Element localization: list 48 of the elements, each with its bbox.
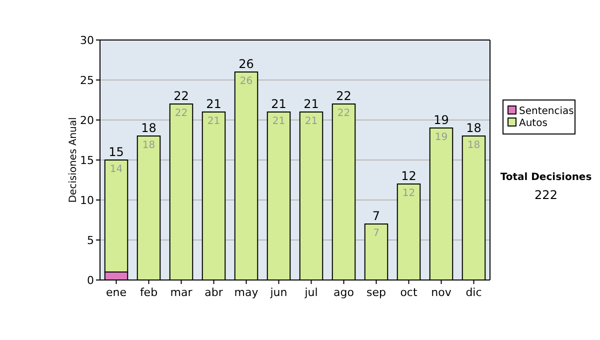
data-label: 19: [434, 132, 448, 143]
data-label: 22: [174, 108, 188, 119]
total-label: 21: [206, 97, 222, 111]
y-tick-label: 5: [87, 234, 94, 247]
y-axis-title: Decisiones Anual: [68, 117, 79, 203]
y-tick-label: 25: [80, 74, 94, 87]
x-tick-label: may: [234, 286, 259, 299]
x-tick-label: jul: [304, 286, 318, 299]
y-tick-label: 15: [80, 154, 94, 167]
y-tick-label: 20: [80, 114, 94, 127]
x-tick-label: mar: [170, 286, 193, 299]
total-label: 21: [271, 97, 286, 111]
x-tick-label: feb: [140, 286, 158, 299]
data-label: 21: [207, 116, 220, 127]
data-label: 21: [272, 116, 286, 127]
data-label: 7: [373, 228, 380, 239]
total-label: 19: [434, 113, 449, 127]
data-label: 14: [110, 164, 123, 175]
x-tick-label: nov: [431, 286, 452, 299]
total-label: 15: [108, 145, 124, 159]
legend-label: Autos: [519, 118, 548, 129]
x-tick-label: ene: [106, 286, 127, 299]
x-tick-label: sep: [366, 286, 386, 299]
data-label: 26: [240, 76, 253, 87]
legend-label: Sentencias: [519, 106, 574, 117]
y-tick-label: 30: [80, 34, 94, 47]
x-tick-label: oct: [400, 286, 418, 299]
total-label: 22: [336, 89, 352, 103]
x-tick-label: dic: [466, 286, 482, 299]
total-label: 18: [141, 121, 156, 135]
x-tick-label: ago: [334, 286, 354, 299]
data-label: 21: [304, 116, 318, 127]
text: Total Decisiones: [500, 172, 592, 183]
total-label: 21: [304, 97, 319, 111]
text: 222: [534, 188, 558, 202]
total-label: 18: [466, 121, 482, 135]
total-label: 12: [401, 169, 416, 183]
total-label: 22: [174, 89, 189, 103]
x-tick-label: abr: [204, 286, 224, 299]
data-label: 12: [402, 188, 416, 199]
data-label: 18: [142, 140, 156, 151]
data-label: 22: [337, 108, 350, 119]
data-label: 18: [467, 140, 480, 151]
y-tick-label: 10: [80, 194, 94, 207]
total-label: 26: [238, 57, 254, 71]
total-label: 7: [372, 209, 380, 223]
x-tick-label: jun: [269, 286, 288, 299]
y-tick-label: 0: [87, 274, 94, 287]
